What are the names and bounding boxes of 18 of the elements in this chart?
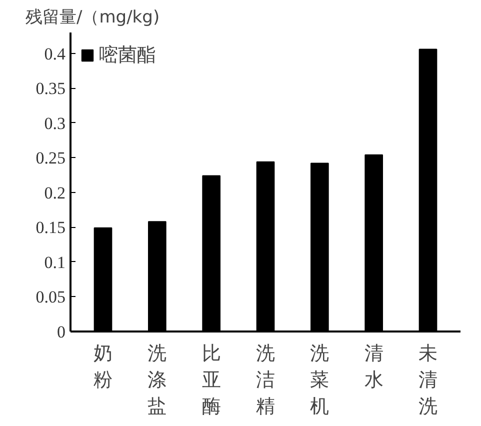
y-tick-label: 0 [57,322,66,342]
y-tick-label: 0.15 [36,218,66,238]
x-tick-label: 未清洗 [418,342,438,418]
y-tick-label: 0.05 [36,288,66,307]
y-tick-label: 0.35 [36,79,66,98]
legend-label: 嘧菌酯 [99,43,156,68]
x-tick-label: 比亚酶 [202,342,221,418]
y-tick-label: 0.25 [36,148,66,168]
x-tick-label: 洗涤盐 [148,342,167,418]
x-tick-label: 清水 [364,342,384,391]
y-tick-label: 0.4 [44,44,66,64]
y-tick-label: 0.1 [44,252,66,272]
y-tick-label: 0.3 [44,114,66,133]
x-tick-label: 洗洁精 [256,342,275,418]
x-tick-label: 洗菜机 [310,342,330,418]
x-tick-label: 奶粉 [94,342,112,391]
y-axis-title: 残留量/（mg/kg) [26,8,160,28]
y-tick-label: 0.2 [44,183,66,202]
